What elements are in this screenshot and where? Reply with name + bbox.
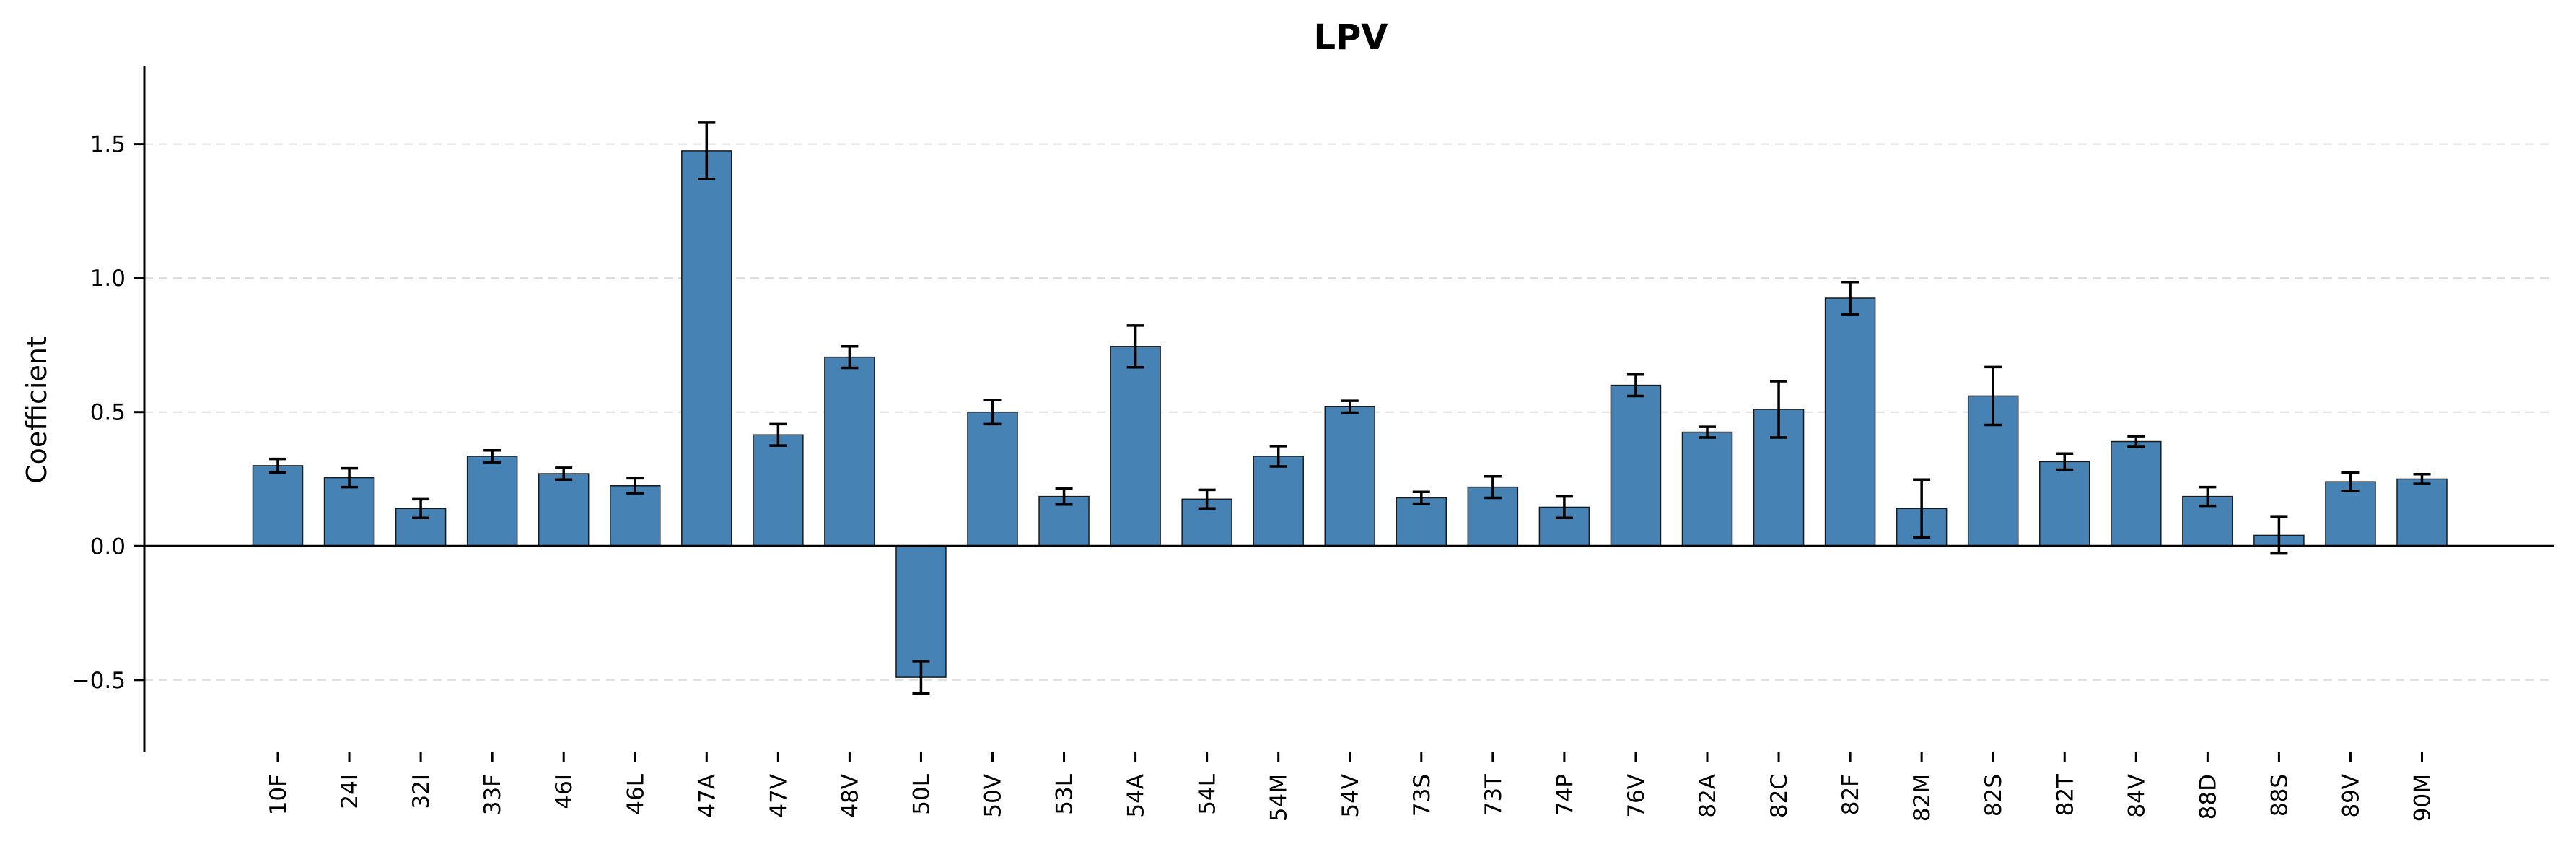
chart-title: LPV (1314, 17, 1388, 58)
x-tick-label: 50V (981, 774, 1007, 818)
error-bar-33F (483, 449, 501, 464)
error-bar-50L (912, 660, 930, 695)
bar-89V (2325, 481, 2376, 547)
bar-90M (2396, 478, 2448, 547)
error-bar-10F (269, 457, 286, 474)
bar-33F (466, 456, 518, 547)
error-bar-84V (2127, 435, 2145, 448)
bar-82S (1967, 395, 2019, 547)
y-tick-label: 0.5 (90, 400, 126, 426)
error-bars (269, 121, 2431, 695)
bar-73S (1396, 497, 1447, 547)
y-tick-label: 1.5 (90, 132, 126, 158)
x-tick-label: 88D (2195, 774, 2221, 819)
error-bar-88D (2199, 485, 2217, 508)
bar-46I (538, 473, 590, 547)
axes: 10F 24I 32I 33F 46I 46L 47A 47V 48V 50L 50V 53L 54A 5… (71, 66, 2554, 822)
error-bar-47A (698, 121, 716, 180)
y-axis-label: Coefficient (21, 336, 53, 484)
x-tick-label: 47V (766, 774, 792, 818)
x-tick-label: 48V (837, 774, 863, 818)
error-bar-76V (1626, 373, 1644, 398)
x-tick-label: 82A (1695, 774, 1721, 818)
bar-84V (2111, 440, 2162, 547)
error-bar-53L (1055, 487, 1073, 506)
x-tick-label: 32I (408, 774, 434, 809)
x-tick-label: 73T (1481, 773, 1507, 816)
x-tick-label: 82C (1766, 774, 1792, 818)
error-bar-90M (2413, 473, 2431, 485)
bar-82T (2039, 461, 2090, 547)
error-bar-46I (555, 466, 573, 481)
error-bar-89V (2341, 471, 2360, 492)
x-tick-label: 10F (266, 774, 292, 815)
error-bar-50V (983, 399, 1002, 426)
x-tick-label: 46L (623, 773, 649, 814)
bar-10F (252, 465, 304, 547)
error-bar-82T (2056, 452, 2074, 471)
error-bar-74P (1555, 495, 1573, 520)
x-tick-label: 54L (1195, 773, 1221, 814)
x-tick-label: 90M (2410, 774, 2436, 822)
error-bar-24I (341, 466, 359, 489)
x-tick-label: 54V (1338, 774, 1364, 818)
error-bar-54A (1126, 324, 1144, 369)
bars (252, 150, 2448, 678)
error-bar-82C (1770, 380, 1788, 439)
error-bar-48V (841, 345, 859, 370)
x-tick-label: 73S (1409, 774, 1435, 817)
error-bar-73S (1412, 490, 1430, 505)
error-bar-82M (1913, 478, 1931, 539)
bar-82A (1681, 431, 1733, 547)
x-tick-label: 84V (2124, 774, 2150, 818)
bar-76V (1610, 384, 1662, 547)
error-bar-73T (1484, 475, 1502, 500)
x-tick-label: 82S (1981, 774, 2007, 817)
x-tick-label: 54A (1123, 774, 1149, 818)
error-bar-88S (2270, 515, 2288, 555)
error-bar-32I (412, 497, 430, 520)
x-tick-label: 88S (2266, 774, 2292, 817)
y-tick-label: −0.5 (71, 668, 126, 694)
bar-82F (1824, 297, 1876, 547)
x-tick-label: 54M (1266, 774, 1292, 822)
bar-54V (1324, 406, 1375, 547)
bar-24I (323, 477, 375, 547)
x-tick-label: 76V (1624, 774, 1650, 818)
x-tick-label: 82F (1838, 774, 1864, 815)
bar-46L (610, 485, 661, 547)
bar-50L (895, 545, 947, 678)
x-tick-label: 47A (694, 774, 720, 818)
x-tick-label: 53L (1052, 773, 1078, 814)
x-tick-label: 89V (2338, 774, 2364, 818)
bar-48V (824, 356, 875, 547)
error-bar-54L (1198, 488, 1216, 510)
error-bar-47V (769, 422, 787, 447)
bar-54M (1253, 456, 1304, 547)
y-tick-label: 1.0 (90, 266, 126, 292)
bar-50V (967, 411, 1018, 547)
error-bar-54M (1269, 445, 1287, 468)
error-bar-82A (1699, 425, 1716, 439)
x-tick-label: 82M (1909, 774, 1935, 822)
x-tick-label: 50L (908, 773, 934, 814)
error-bar-46L (626, 477, 644, 495)
x-tick-label: 24I (337, 774, 363, 809)
error-bar-82S (1984, 365, 2002, 427)
bar-54A (1110, 346, 1161, 547)
x-tick-label: 33F (480, 774, 506, 815)
error-bar-82F (1841, 280, 1859, 316)
bar-47V (753, 434, 804, 547)
x-tick-label: 46I (551, 774, 577, 809)
error-bar-54V (1341, 399, 1359, 414)
x-tick-label: 82T (2052, 773, 2078, 816)
x-tick-label: 74P (1552, 774, 1578, 816)
y-tick-label: 0.0 (90, 534, 126, 560)
bar-47A (681, 150, 732, 547)
